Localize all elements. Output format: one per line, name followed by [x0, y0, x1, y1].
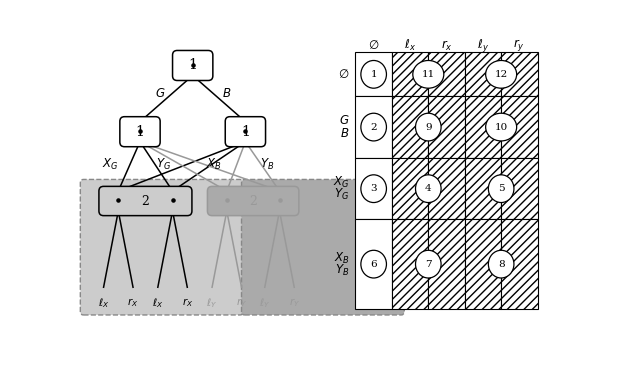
Bar — [465, 52, 501, 96]
Text: 8: 8 — [498, 259, 504, 269]
Bar — [465, 96, 501, 158]
FancyBboxPatch shape — [120, 117, 160, 147]
Bar — [392, 158, 428, 220]
Bar — [501, 52, 537, 96]
FancyBboxPatch shape — [173, 51, 213, 81]
Bar — [428, 220, 465, 309]
Text: $G$: $G$ — [339, 115, 349, 127]
Bar — [501, 158, 537, 220]
Text: $B$: $B$ — [340, 127, 349, 140]
Text: $X_G$: $X_G$ — [102, 157, 119, 172]
FancyBboxPatch shape — [207, 186, 299, 216]
Text: $r_Y$: $r_Y$ — [289, 296, 300, 309]
Bar — [465, 220, 501, 309]
Text: $B$: $B$ — [222, 87, 232, 100]
Text: 4: 4 — [425, 184, 432, 193]
Bar — [501, 52, 537, 96]
FancyBboxPatch shape — [80, 179, 243, 315]
Text: $r_x$: $r_x$ — [441, 38, 452, 52]
Ellipse shape — [416, 113, 441, 141]
Bar — [392, 158, 428, 220]
Bar — [501, 96, 537, 158]
Text: $\ell_Y$: $\ell_Y$ — [207, 296, 218, 310]
Text: 9: 9 — [425, 123, 432, 132]
Text: $X_G$: $X_G$ — [333, 175, 349, 190]
Bar — [428, 158, 465, 220]
FancyBboxPatch shape — [225, 117, 266, 147]
Bar — [501, 96, 537, 158]
Ellipse shape — [416, 250, 441, 278]
Text: $Y_G$: $Y_G$ — [334, 187, 349, 202]
Ellipse shape — [413, 60, 444, 88]
Text: $r_X$: $r_X$ — [182, 296, 193, 309]
Text: 5: 5 — [498, 184, 504, 193]
Text: $Y_B$: $Y_B$ — [260, 157, 275, 172]
Text: $Y_B$: $Y_B$ — [335, 263, 349, 278]
FancyBboxPatch shape — [241, 179, 404, 315]
Bar — [428, 52, 465, 96]
Bar — [392, 96, 428, 158]
Text: 3: 3 — [371, 184, 377, 193]
Text: $\varnothing$: $\varnothing$ — [368, 39, 379, 52]
Bar — [465, 158, 501, 220]
Text: $r_Y$: $r_Y$ — [236, 296, 247, 309]
Bar — [428, 96, 465, 158]
Bar — [465, 158, 501, 220]
Bar — [501, 158, 537, 220]
Text: 1: 1 — [188, 59, 197, 72]
Text: $r_X$: $r_X$ — [127, 296, 139, 309]
Ellipse shape — [485, 60, 517, 88]
Bar — [392, 52, 428, 96]
Text: $\ell_x$: $\ell_x$ — [404, 38, 416, 53]
Ellipse shape — [485, 113, 517, 141]
Text: $X_B$: $X_B$ — [206, 157, 222, 172]
Text: $G$: $G$ — [155, 87, 165, 100]
Bar — [356, 220, 392, 309]
Ellipse shape — [416, 175, 441, 202]
Text: $\ell_Y$: $\ell_Y$ — [259, 296, 270, 310]
Text: 12: 12 — [495, 70, 508, 79]
Text: 10: 10 — [495, 123, 508, 132]
Text: $\varnothing$: $\varnothing$ — [338, 68, 349, 81]
Bar — [465, 52, 501, 96]
Text: 1: 1 — [241, 125, 250, 139]
Bar — [356, 158, 392, 220]
Bar — [392, 96, 428, 158]
Ellipse shape — [489, 250, 514, 278]
Text: $Y_G$: $Y_G$ — [155, 157, 171, 172]
Text: 1: 1 — [371, 70, 377, 79]
Bar — [392, 52, 428, 96]
Bar — [501, 220, 537, 309]
Text: 2: 2 — [371, 123, 377, 132]
Bar — [428, 96, 465, 158]
Text: $\ell_y$: $\ell_y$ — [477, 37, 489, 54]
Bar — [428, 52, 465, 96]
FancyBboxPatch shape — [99, 186, 192, 216]
Text: $\ell_X$: $\ell_X$ — [98, 296, 109, 310]
Bar — [356, 96, 392, 158]
Text: $r_y$: $r_y$ — [514, 37, 525, 53]
Ellipse shape — [489, 175, 514, 202]
Bar — [428, 220, 465, 309]
Text: 6: 6 — [371, 259, 377, 269]
Bar — [465, 96, 501, 158]
Text: 1: 1 — [135, 125, 144, 139]
Text: $X_B$: $X_B$ — [334, 250, 349, 265]
Ellipse shape — [361, 250, 386, 278]
Text: 2: 2 — [249, 194, 257, 208]
Ellipse shape — [361, 60, 386, 88]
Bar — [392, 220, 428, 309]
Bar — [465, 220, 501, 309]
Text: 11: 11 — [422, 70, 435, 79]
Ellipse shape — [361, 113, 386, 141]
Bar — [392, 220, 428, 309]
Text: 7: 7 — [425, 259, 432, 269]
Bar — [356, 52, 392, 96]
Bar — [428, 158, 465, 220]
Text: $\ell_X$: $\ell_X$ — [152, 296, 163, 310]
Bar — [501, 220, 537, 309]
Ellipse shape — [361, 175, 386, 202]
Text: 2: 2 — [142, 194, 149, 208]
